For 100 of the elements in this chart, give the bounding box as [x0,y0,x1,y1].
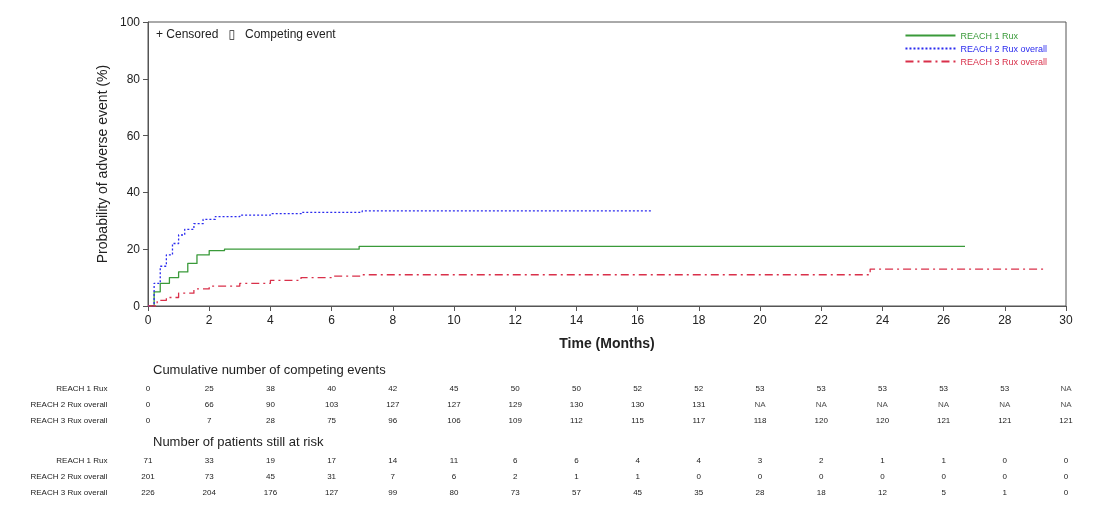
text: NA [1060,383,1072,393]
data-label: 73 [510,487,521,497]
data-label: 53 [877,383,888,393]
data-label: 176 [263,487,278,497]
data-label: 118 [753,415,767,425]
x-tick-label: 8 [389,313,397,327]
data-label: 131 [692,399,707,409]
data-label: 0 [1002,471,1008,481]
data-label: 53 [939,383,949,393]
data-label: 129 [508,399,523,409]
x-tick-label: 2 [205,313,213,327]
data-label: 0 [1063,455,1069,465]
chart-title: Cumulative number of competing events [153,362,387,377]
x-tick-label: 16 [630,313,645,327]
x-tick-label: 18 [692,313,706,327]
data-label: 130 [569,399,584,409]
annotation: + Censored ▯ Competing event [156,27,337,41]
data-label: 0 [757,471,763,481]
x-tick-label: 20 [753,313,767,327]
data-label: 1 [1002,487,1008,497]
data-label: 17 [327,455,337,465]
data-label: 130 [630,399,645,409]
data-label: 73 [204,471,215,481]
data-label: 2 [818,455,824,465]
data-label: 7 [390,471,396,481]
y-tick-label: 20 [126,242,141,257]
x-tick-label: 14 [569,313,584,327]
data-label: 19 [265,455,276,465]
data-label: 106 [447,415,462,425]
data-label: 45 [265,471,276,481]
data-label: 75 [327,415,337,425]
y-tick-label: 60 [126,128,141,143]
data-label: 103 [324,399,339,409]
data-label: 121 [998,415,1013,425]
y-tick-label: 80 [126,71,141,86]
data-label: 52 [633,383,643,393]
x-tick-label: 24 [875,313,890,327]
data-label: 6 [512,455,518,465]
data-label: 4 [696,455,702,465]
text: REACH 2 Rux overall [960,43,1047,54]
data-label: 204 [202,487,217,497]
text: NA [876,399,888,409]
y-tick-label: REACH 2 Rux overall [30,399,108,409]
data-label: 0 [696,471,702,481]
data-label: 66 [204,399,215,409]
y-tick-label: REACH 3 Rux overall [30,487,108,497]
data-label: 1 [941,455,947,465]
data-label: 0 [818,471,824,481]
data-label: 117 [692,415,706,425]
data-label: 109 [508,415,523,425]
data-label: 53 [1000,383,1010,393]
data-label: 2 [512,471,518,481]
data-label: 35 [694,487,704,497]
data-label: 90 [265,399,276,409]
data-label: 71 [143,455,153,465]
data-label: 0 [880,471,886,481]
data-label: 53 [755,383,765,393]
data-label: 50 [571,383,582,393]
x-tick-label: 12 [508,313,523,327]
y-axis-title: Probability of adverse event (%) [94,64,111,264]
data-label: 120 [875,415,890,425]
y-tick-label: 0 [133,299,141,313]
x-tick-label: 4 [267,313,275,327]
data-label: 0 [145,399,151,409]
data-label: 1 [574,471,580,481]
data-label: 11 [449,455,459,465]
y-tick-label: REACH 1 Rux [56,383,108,393]
data-label: 0 [1063,487,1069,497]
data-label: 0 [1002,455,1008,465]
data-label: 112 [570,415,584,425]
text: REACH 1 Rux [960,30,1019,41]
data-label: 57 [571,487,582,497]
x-tick-label: 22 [814,313,829,327]
data-label: 80 [449,487,459,497]
data-label: 6 [451,471,457,481]
text: NA [815,399,827,409]
text: NA [1060,399,1072,409]
data-label: 1 [635,471,641,481]
data-label: 121 [1059,415,1074,425]
x-tick-label: 6 [328,313,336,327]
data-label: 201 [141,471,156,481]
data-label: 115 [631,415,645,425]
data-label: 45 [449,383,459,393]
data-label: 127 [386,399,401,409]
data-label: 0 [1063,471,1069,481]
data-label: 25 [204,383,215,393]
data-label: 38 [265,383,276,393]
data-label: 120 [814,415,829,425]
data-label: 5 [941,487,947,497]
data-label: 127 [324,487,339,497]
data-label: 4 [635,455,641,465]
chart-title: Number of patients still at risk [153,434,324,449]
data-label: 45 [633,487,643,497]
data-label: 0 [145,383,151,393]
x-tick-label: 0 [144,313,152,327]
y-tick-label: REACH 2 Rux overall [30,471,108,481]
text: NA [938,399,950,409]
data-label: 31 [327,471,337,481]
y-tick-label: 100 [119,15,141,29]
data-label: 0 [941,471,947,481]
